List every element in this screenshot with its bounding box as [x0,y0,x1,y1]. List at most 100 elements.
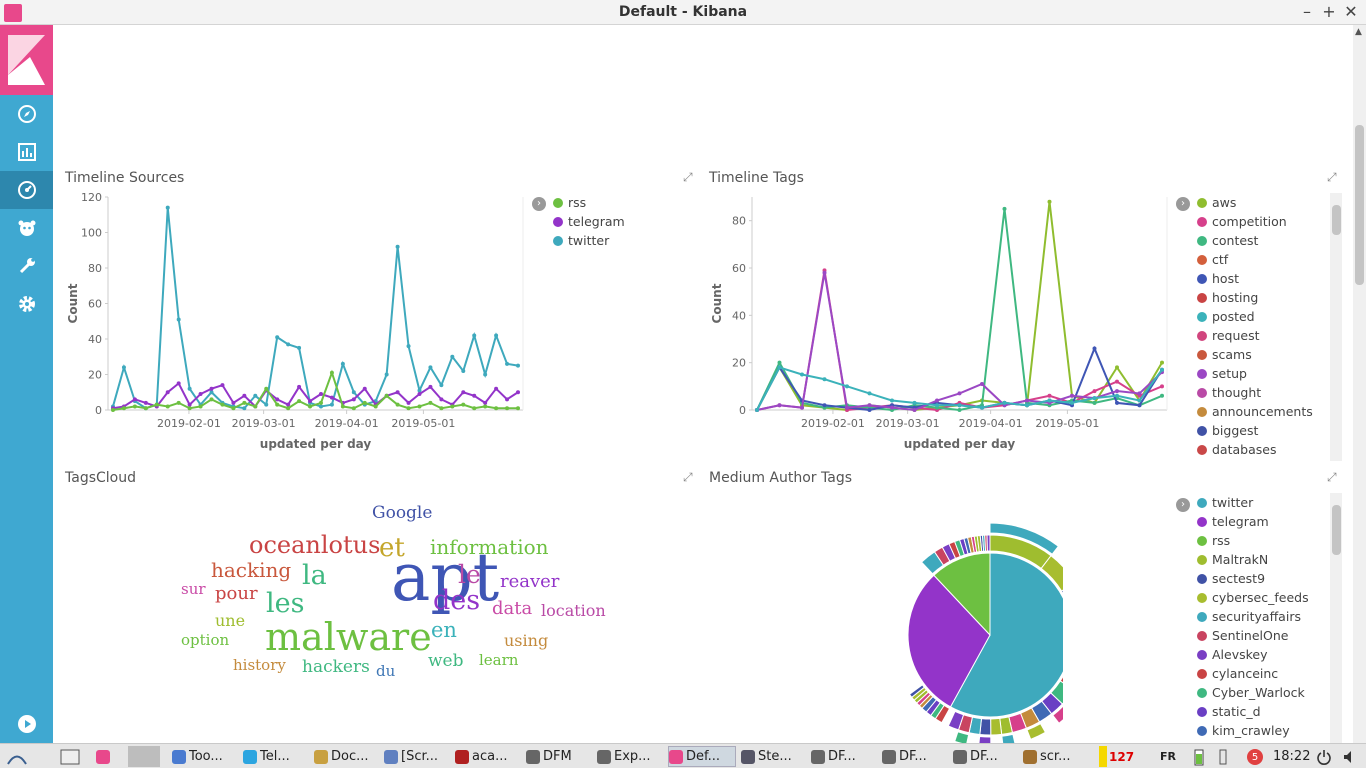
cloud-word[interactable]: location [541,601,606,620]
legend-item[interactable]: MaltrakN [1197,552,1268,567]
legend-scrollbar[interactable] [1330,193,1342,461]
minimize-icon[interactable]: – [1303,2,1311,21]
kibana-logo-icon[interactable] [0,25,53,95]
cloud-word[interactable]: du [376,662,396,680]
maximize-icon[interactable]: + [1322,2,1336,21]
management-icon[interactable] [0,285,53,323]
taskbar-window-button[interactable]: [Scr... [384,746,452,767]
cloud-word[interactable]: history [233,656,286,674]
taskbar-window-button[interactable]: DFM [526,746,594,767]
scrollbar-thumb[interactable] [1355,125,1364,285]
power-icon[interactable] [1316,746,1334,767]
cloud-word[interactable]: oceanlotus [249,531,381,559]
discover-icon[interactable] [0,95,53,133]
timelion-icon[interactable] [0,209,53,247]
legend-item[interactable]: telegram [1197,514,1269,529]
cloud-word[interactable]: option [181,631,230,649]
cloud-word[interactable]: sur [181,580,206,598]
cloud-word[interactable]: data [492,598,533,619]
taskbar-window-button[interactable]: Tel... [243,746,311,767]
cloud-word[interactable]: une [215,611,246,630]
legend-item[interactable]: announcements [1197,404,1313,419]
legend-item[interactable]: competition [1197,214,1287,229]
launcher-slot[interactable] [128,746,160,767]
cloud-word[interactable]: learn [479,651,519,669]
legend-item[interactable]: biggest [1197,423,1258,438]
taskbar-window-button[interactable]: DF... [811,746,879,767]
legend-item[interactable]: twitter [553,233,609,248]
taskbar-window-button[interactable]: aca... [455,746,523,767]
legend-item[interactable]: scams [1197,347,1252,362]
taskbar-window-button[interactable]: Def... [668,746,736,767]
legend-item[interactable]: databases [1197,442,1276,457]
cloud-word[interactable]: et [379,533,405,563]
legend-toggle-icon[interactable]: › [532,197,546,211]
volume-icon[interactable] [1342,746,1360,767]
legend-item[interactable]: rss [553,195,586,210]
expand-panel-icon[interactable]: ⤢ [683,470,693,484]
legend-item[interactable]: sectest9 [1197,571,1265,586]
legend-item[interactable]: static_d [1197,704,1261,719]
legend-item[interactable]: aws [1197,195,1236,210]
cloud-word[interactable]: des [433,585,481,616]
expand-panel-icon[interactable]: ⤢ [1327,470,1337,484]
legend-toggle-icon[interactable]: › [1176,197,1190,211]
taskbar-window-button[interactable]: Doc... [314,746,382,767]
legend-item[interactable]: Alevskey [1197,647,1268,662]
taskbar-window-button[interactable]: DF... [882,746,950,767]
dashboard-icon[interactable] [0,171,53,209]
legend-item[interactable]: setup [1197,366,1247,381]
taskbar-window-button[interactable]: Too... [172,746,240,767]
cloud-word[interactable]: la [302,560,327,591]
legend-item[interactable]: SentinelOne [1197,628,1288,643]
taskbar-window-button[interactable]: scr... [1023,746,1091,767]
network-icon[interactable] [1216,746,1232,767]
legend-item[interactable]: rss [1197,533,1230,548]
legend-item[interactable]: cylanceinc [1197,666,1278,681]
legend-item[interactable]: hosting [1197,290,1258,305]
legend-item[interactable]: telegram [553,214,625,229]
legend-item[interactable]: kim_crawley [1197,723,1290,738]
cloud-word[interactable]: en [431,618,457,642]
legend-item[interactable]: host [1197,271,1239,286]
expand-panel-icon[interactable]: ⤢ [1327,170,1337,184]
legend-item[interactable]: contest [1197,233,1258,248]
cloud-word[interactable]: hackers [302,657,370,677]
taskbar-window-button[interactable]: Exp... [597,746,665,767]
show-desktop-icon[interactable] [60,746,82,767]
kibana-launcher-icon[interactable] [96,746,118,767]
cloud-word[interactable]: using [504,631,549,650]
page-scrollbar[interactable]: ▲ [1353,25,1366,743]
legend-item[interactable]: thought [1197,385,1261,400]
clock[interactable]: 18:22 [1273,749,1311,764]
start-menu-icon[interactable] [6,746,34,767]
legend-item[interactable]: Cyber_Warlock [1197,685,1305,700]
cloud-word[interactable]: web [428,651,464,671]
cloud-word[interactable]: malware [265,615,432,659]
legend-item[interactable]: ctf [1197,252,1228,267]
cloud-word[interactable]: hacking [211,558,292,582]
legend-item[interactable]: securityaffairs [1197,609,1301,624]
legend-item[interactable]: twitter [1197,495,1253,510]
cloud-word[interactable]: information [430,535,549,559]
taskbar-window-button[interactable]: Ste... [741,746,809,767]
expand-panel-icon[interactable]: ⤢ [683,170,693,184]
cloud-word[interactable]: pour [215,583,258,604]
cloud-word[interactable]: reaver [500,571,560,592]
legend-toggle-icon[interactable]: › [1176,498,1190,512]
notification-badge[interactable]: 5 [1247,749,1263,765]
visualize-icon[interactable] [0,133,53,171]
legend-item[interactable]: posted [1197,309,1255,324]
legend-item[interactable]: request [1197,328,1260,343]
cloud-word[interactable]: Google [372,503,433,523]
cloud-word[interactable]: le [458,560,481,589]
legend-item[interactable]: cybersec_feeds [1197,590,1309,605]
dev-tools-icon[interactable] [0,247,53,285]
cloud-word[interactable]: apt [391,539,500,616]
close-icon[interactable]: ✕ [1344,2,1358,21]
cloud-word[interactable]: les [266,588,305,619]
legend-scrollbar[interactable] [1330,493,1342,743]
taskbar-window-button[interactable]: DF... [953,746,1021,767]
scroll-up-icon[interactable]: ▲ [1355,27,1362,37]
collapse-play-icon[interactable] [0,705,53,743]
